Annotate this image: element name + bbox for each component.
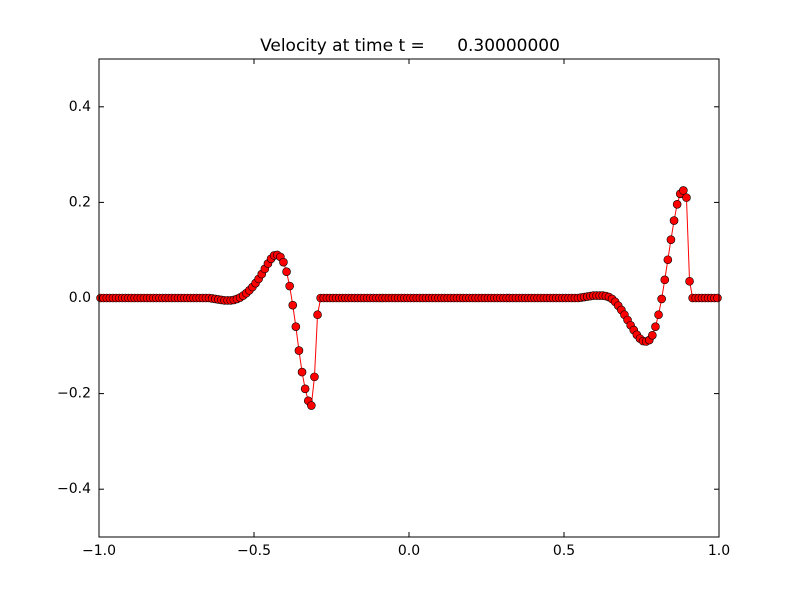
y-tick-label: 0.0 [69,290,91,306]
y-tick-label: 0.4 [69,99,91,115]
plot-frame [98,58,720,538]
marker [685,276,694,286]
marker [663,255,673,265]
marker [279,257,288,267]
x-tick-label: −1.0 [82,543,116,559]
marker [682,193,691,202]
marker [285,281,294,291]
y-tick-label: 0.2 [69,194,91,210]
marker [310,372,319,382]
marker [288,300,298,310]
marker [307,401,316,410]
marker [654,310,663,320]
marker [282,267,291,277]
marker [669,216,679,225]
x-tick-label: 1.0 [708,543,730,559]
x-tick-label: 0.5 [553,543,575,559]
marker [300,384,310,394]
marker [672,200,682,209]
marker [648,330,657,340]
x-tick-label: −0.5 [237,543,271,559]
marker [651,322,660,331]
marker [657,294,666,304]
marker [313,310,322,320]
chart-title: Velocity at time t = 0.30000000 [260,36,560,56]
marker [679,186,688,195]
marker [666,235,676,244]
marker [297,367,307,377]
x-tick-label: 0.0 [398,543,420,559]
marker [660,275,670,285]
marker [291,322,301,331]
marker [294,346,304,355]
marker [713,293,722,303]
y-tick-label: −0.2 [57,386,91,402]
y-tick-label: −0.4 [57,481,91,497]
